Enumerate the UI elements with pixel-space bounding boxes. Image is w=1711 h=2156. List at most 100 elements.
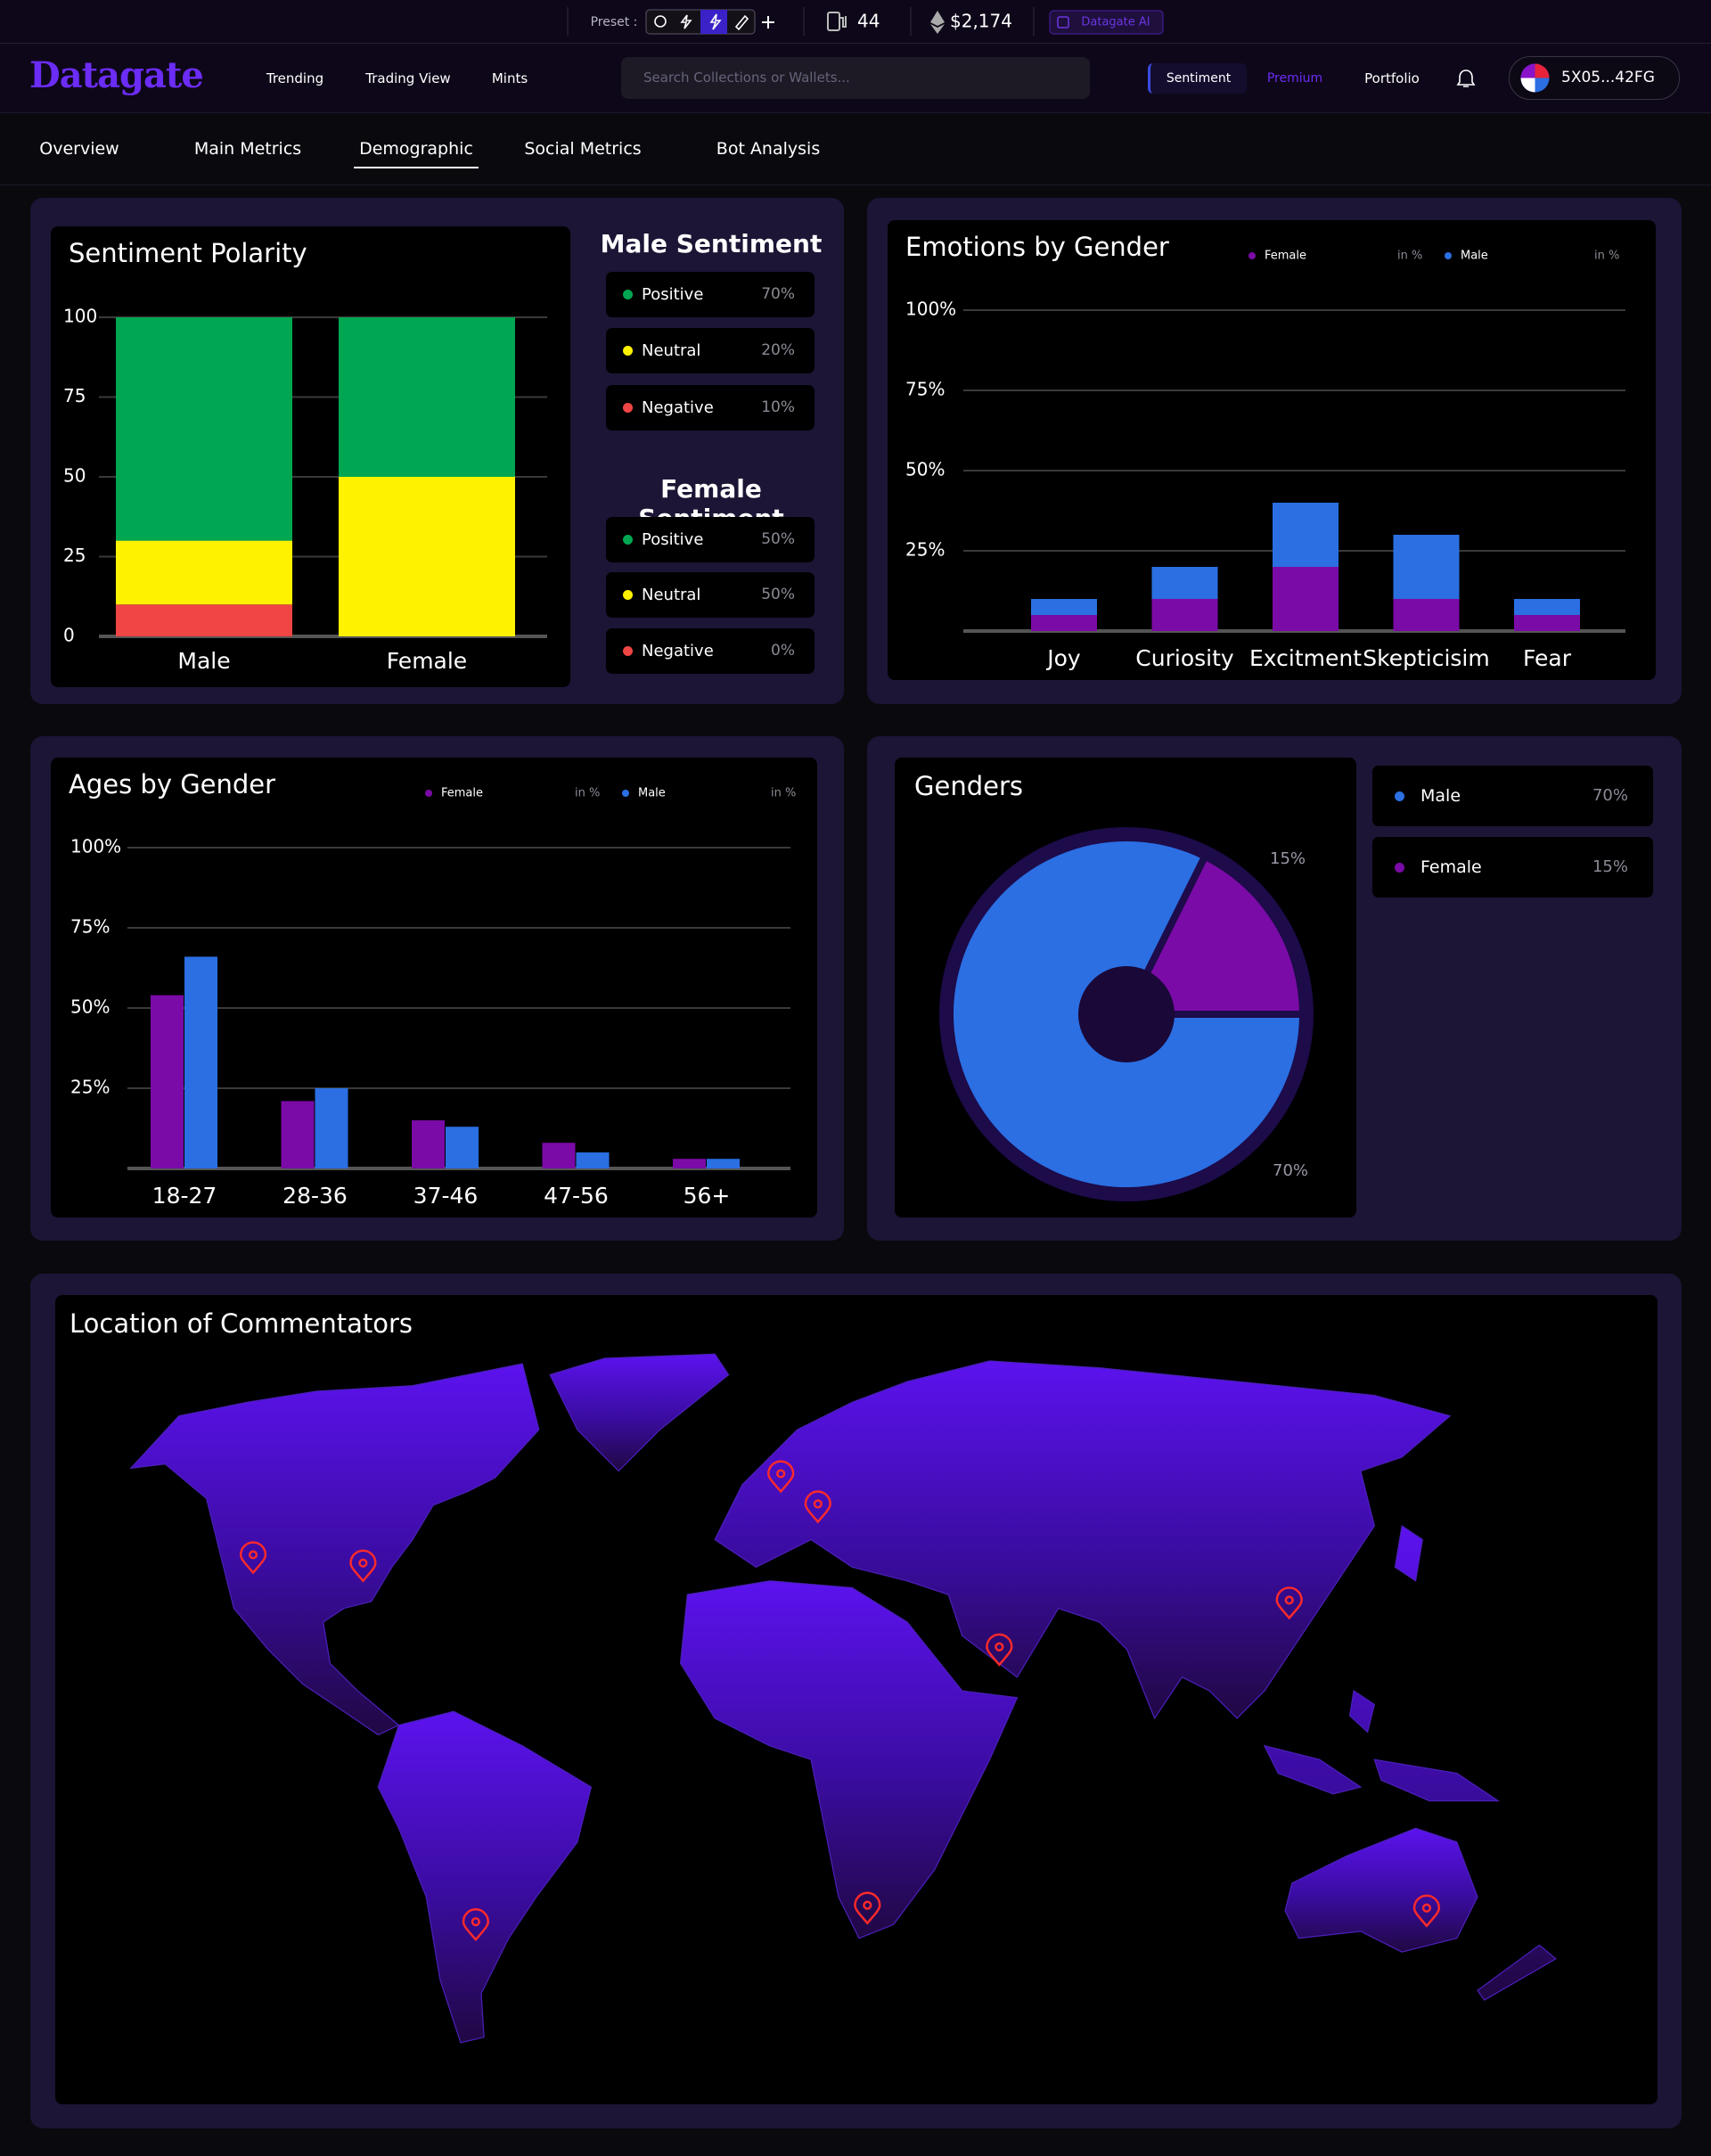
x-tick-label: Curiosity [1135, 645, 1234, 671]
wallet-pill[interactable]: 5X05...42FG [1509, 56, 1680, 100]
ai-button[interactable]: Datagate AI [1081, 16, 1150, 29]
breakdown-value: 50% [761, 586, 795, 603]
tab-underline [354, 167, 479, 168]
bar-segment [1151, 567, 1218, 599]
chart-title: Sentiment Polarity [69, 238, 307, 268]
x-tick-label: Skepticisim [1363, 645, 1489, 671]
chart-title: Ages by Gender [69, 769, 275, 799]
x-tick-label: Joy [1045, 645, 1081, 671]
mode-premium[interactable]: Premium [1266, 71, 1323, 86]
nav-link[interactable]: Trending [266, 70, 324, 86]
world-map: Location of Commentators [55, 1295, 1658, 2104]
breakdown-item: Neutral 20% [606, 328, 815, 373]
nav-bar: Datagate Search Collections or Wallets..… [0, 44, 1711, 113]
x-tick-label: 18-27 [152, 1183, 217, 1209]
tab-active[interactable]: Demographic [359, 139, 473, 159]
eth-icon [930, 11, 945, 34]
gender-value: 70% [1592, 786, 1628, 805]
tab-bar: Overview Main Metrics Demographic Social Me… [0, 113, 1711, 185]
y-tick-label: 50 [63, 465, 86, 487]
breakdown-label: Positive [642, 285, 704, 304]
south-america [377, 1710, 593, 2044]
legend-label: Female [441, 787, 483, 800]
tab[interactable]: Bot Analysis [716, 139, 821, 159]
bar-segment [1031, 615, 1097, 631]
search-placeholder: Search Collections or Wallets... [643, 70, 850, 86]
north-america [129, 1363, 540, 1736]
legend-unit: in % [575, 787, 600, 800]
bar-segment [1273, 503, 1339, 567]
bar [542, 1143, 576, 1168]
australia [1284, 1827, 1478, 1953]
y-tick-label: 25% [905, 539, 945, 561]
breakdown-label: Neutral [642, 341, 701, 360]
legend-label: Male [1461, 250, 1488, 263]
breakdown-value: 50% [761, 530, 795, 548]
legend-dot [1395, 863, 1404, 873]
preset-label: Preset : [591, 15, 638, 29]
gender-label: Female [1420, 857, 1482, 877]
y-tick-label: 100% [70, 836, 121, 857]
bar [281, 1101, 315, 1168]
bar-segment [1273, 567, 1339, 631]
bar [446, 1127, 479, 1168]
nav-link[interactable]: Mints [491, 70, 528, 86]
nav-link[interactable]: Trading View [365, 70, 451, 86]
bar-segment [116, 317, 292, 541]
preset-glyphs [654, 13, 749, 31]
bell-icon[interactable] [1454, 67, 1478, 90]
wallet-address: 5X05...42FG [1561, 69, 1655, 86]
eth-price: $2,174 [950, 11, 1012, 32]
legend-dot [1248, 252, 1256, 259]
breakdown-item: Positive 70% [606, 272, 815, 317]
breakdown-item: Negative 10% [606, 385, 815, 430]
bar [673, 1159, 706, 1168]
greenland [549, 1353, 730, 1472]
ai-button-bg[interactable] [1049, 10, 1164, 35]
legend-dot [622, 790, 629, 797]
wallet-avatar [1520, 63, 1550, 93]
legend-dot [1395, 791, 1404, 801]
legend-dot [623, 646, 633, 656]
legend-dot [623, 590, 633, 600]
mode-toggle-active[interactable]: Sentiment [1148, 63, 1247, 94]
ages-chart: 25% 50% 75% 100% Ages by Gender 18-27 28-36 37-… [51, 758, 817, 1217]
y-tick-label: 75% [905, 379, 945, 400]
logo[interactable]: Datagate [29, 54, 204, 96]
y-tick-label: 75 [63, 385, 86, 406]
bar [412, 1120, 445, 1168]
tab[interactable]: Social Metrics [524, 139, 642, 159]
breakdown-value: 70% [761, 285, 795, 303]
tab[interactable]: Main Metrics [193, 139, 302, 159]
x-tick-label: 47-56 [544, 1183, 609, 1209]
bar [151, 995, 184, 1168]
legend-label: Male [638, 787, 666, 800]
breakdown-label: Negative [642, 398, 714, 417]
location-pins [239, 1460, 1441, 1942]
legend-unit: in % [771, 787, 796, 800]
legend-dot [1445, 252, 1452, 259]
x-tick-label: 28-36 [282, 1183, 348, 1209]
top-bar-icons: Preset : 44 $2,174 Datagate AI [567, 7, 1164, 36]
bar [315, 1088, 348, 1168]
add-preset[interactable] [762, 16, 774, 29]
emotions-chart: 25% 50% 75% 100% Emotions by Gender Joy Curios… [888, 220, 1656, 680]
gender-label: Male [1420, 786, 1461, 806]
legend-dot [623, 346, 633, 356]
legend-dot [623, 403, 633, 413]
breakdown-value: 10% [761, 398, 795, 416]
portfolio-link[interactable]: Portfolio [1364, 70, 1420, 86]
gas-icon [827, 12, 847, 31]
gender-item: Female 15% [1372, 837, 1653, 898]
donut-slice [1123, 852, 1306, 1018]
search-box[interactable]: Search Collections or Wallets... [621, 57, 1090, 99]
breakdown-label: Negative [642, 642, 714, 660]
breakdown-item: Positive 50% [606, 517, 815, 562]
map-title: Location of Commentators [70, 1308, 413, 1339]
slice-label: 15% [1270, 849, 1306, 868]
x-tick-label: 37-46 [413, 1183, 479, 1209]
islands [1263, 1525, 1557, 2001]
chart-title: Emotions by Gender [905, 232, 1169, 262]
tab[interactable]: Overview [39, 139, 119, 159]
